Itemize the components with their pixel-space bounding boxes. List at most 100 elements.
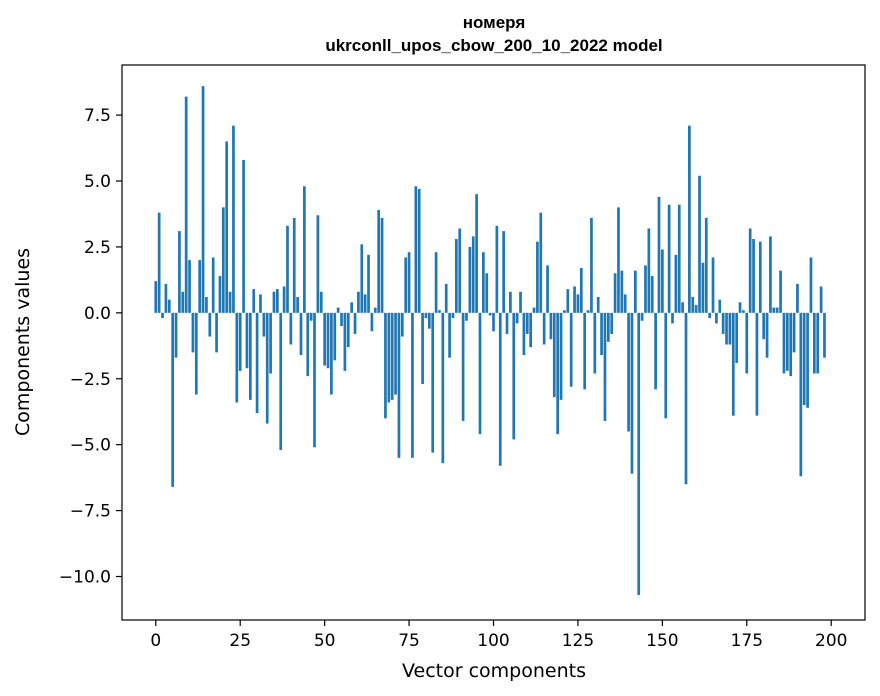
bar [319,291,323,313]
bar [407,252,411,313]
bar [799,312,803,477]
bar [559,312,563,400]
bar [515,312,519,324]
bar [752,239,755,313]
bar [792,312,796,353]
chart-title-line-2: ukrconll_upos_cbow_200_10_2022 model [325,36,662,55]
bar [536,241,539,313]
bar [542,312,546,345]
bar [775,307,779,313]
bar [661,249,664,313]
y-tick-label: −10.0 [59,567,111,587]
bar [211,257,215,313]
bar [451,312,455,319]
bar [785,312,789,371]
bar [333,312,337,361]
bar [654,312,657,390]
bar [282,286,286,313]
bar [248,312,252,400]
bar [448,312,451,358]
bar [414,186,418,313]
bar [346,312,350,348]
bar [296,297,299,313]
bar [512,312,516,440]
bar [711,257,715,313]
bar [671,312,674,324]
bar [758,241,762,313]
y-tick-label: −7.5 [70,502,111,522]
bar [647,228,651,313]
y-tick-label: 0.0 [84,304,111,324]
bar [444,283,448,313]
x-tick-label: 25 [229,631,251,651]
bar [404,257,408,313]
y-tick-label: −5.0 [70,436,111,456]
bar [313,312,316,448]
y-tick-label: 2.5 [84,238,111,258]
bar [579,268,583,313]
bar-series [154,86,826,595]
bar [181,291,185,313]
chart-title-line-1: номеря [463,13,526,32]
bar [384,312,387,419]
bar [762,312,766,340]
bar [708,312,711,319]
bar [390,312,394,400]
bar [259,294,262,313]
bar [340,312,343,327]
bar [809,257,813,313]
bar [373,307,377,313]
bar [394,312,397,395]
x-tick-label: 50 [314,631,336,651]
bar [617,207,620,313]
bar [488,312,492,316]
bar [519,291,522,313]
x-tick-label: 200 [815,631,847,651]
bar [728,312,732,345]
bar [802,312,806,406]
bar [610,312,614,334]
bar [238,312,242,371]
bar [704,217,708,313]
bar [157,212,161,313]
bar [269,312,272,374]
bar [674,254,678,313]
bar [441,312,445,464]
bar [600,312,603,356]
bar [201,86,205,313]
bar [438,310,441,313]
bar [806,312,809,408]
bar [630,312,634,474]
bar [343,312,347,371]
bar [245,312,249,369]
bar [475,194,478,313]
bar [525,312,529,334]
bar [309,312,313,321]
bar [205,297,208,313]
bar [498,312,502,466]
bar [573,286,576,313]
bar [255,312,259,414]
bar [198,260,202,313]
x-tick-label: 75 [398,631,420,651]
bar [586,310,590,313]
bar [276,289,279,313]
bar [563,310,566,313]
bar [482,252,485,313]
y-tick-label: 5.0 [84,172,111,192]
bar [657,196,661,313]
bar [292,217,296,313]
bar [455,239,458,313]
bar [400,312,404,337]
bar [336,307,340,313]
bar [725,312,728,345]
bar [218,275,222,313]
bar [529,312,532,348]
bar [377,210,381,313]
bar [721,312,725,334]
bar [411,312,414,458]
bar [363,294,367,313]
bar [606,312,610,342]
y-axis-ticks: 7.5 5.0 2.5 0.0 −2.5 −5.0 −7.5 −10.0 [59,106,122,587]
